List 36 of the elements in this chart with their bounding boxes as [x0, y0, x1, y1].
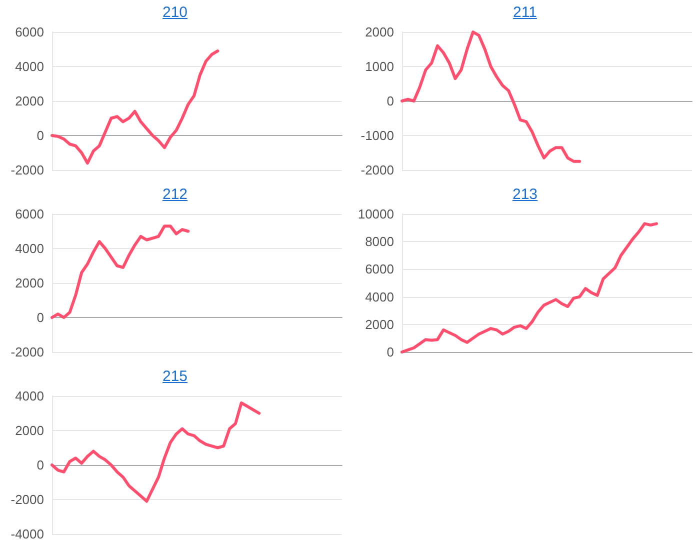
- y-tick-label: 2000: [15, 94, 44, 108]
- line-series: [400, 30, 582, 163]
- y-tick-label: 6000: [15, 206, 44, 222]
- chart-title: 213: [511, 186, 539, 203]
- y-tick-label: 4000: [365, 289, 394, 304]
- y-tick-label: -2000: [10, 162, 44, 178]
- line-series: [50, 224, 190, 319]
- y-tick-label: -2000: [360, 162, 394, 178]
- y-tick-label: -4000: [10, 526, 44, 542]
- chart-title: 212: [161, 186, 189, 203]
- chart-title: 210: [161, 4, 189, 21]
- line-series: [400, 222, 658, 354]
- y-tick-label: 6000: [15, 24, 44, 40]
- y-tick-label: 8000: [365, 234, 394, 250]
- chart-title: 211: [512, 4, 538, 21]
- line-series: [50, 49, 220, 165]
- chart-title: 215: [161, 368, 189, 385]
- y-tick-label: 2000: [15, 276, 44, 290]
- y-tick-label: -1000: [360, 128, 394, 143]
- y-tick-label: 0: [36, 458, 44, 472]
- y-tick-label: 4000: [15, 388, 44, 404]
- y-tick-label: 2000: [365, 316, 394, 332]
- y-tick-label: -2000: [10, 344, 44, 360]
- y-tick-label: 0: [36, 310, 44, 325]
- y-tick-label: 0: [386, 94, 394, 108]
- y-tick-label: 4000: [15, 59, 44, 74]
- y-tick-label: -2000: [10, 492, 44, 507]
- y-tick-label: 4000: [15, 241, 44, 256]
- y-tick-label: 0: [386, 344, 394, 360]
- y-tick-label: 10000: [358, 206, 394, 222]
- y-tick-label: 1000: [365, 59, 394, 74]
- y-tick-label: 6000: [365, 262, 394, 277]
- y-tick-label: 0: [36, 128, 44, 143]
- y-tick-label: 2000: [365, 24, 394, 40]
- y-tick-label: 2000: [15, 423, 44, 438]
- line-series: [50, 401, 261, 503]
